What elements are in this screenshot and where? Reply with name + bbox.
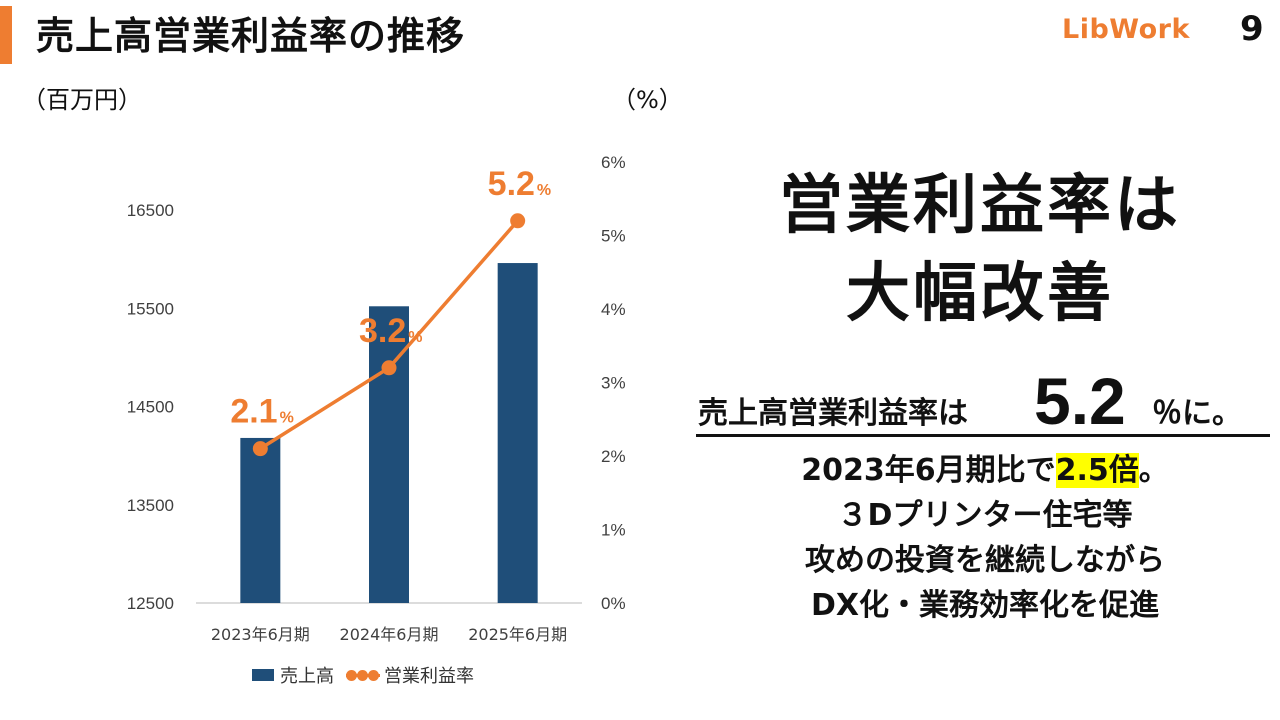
bar-0 [240,437,281,603]
left-tick-label-1: 13500 [127,496,174,515]
right-tick-label-3: 3% [601,374,626,393]
chart-legend: 売上高 営業利益率 [252,662,474,688]
highlight-2-5x: 2.5倍 [1055,453,1139,488]
right-tick-label-5: 5% [601,227,626,246]
left-tick-label-4: 16500 [127,201,174,220]
right-tick-label-4: 4% [601,300,626,319]
body-line-1: 2023年6月期比で2.5倍。 [700,448,1270,493]
body-line-3: 攻めの投資を継続しながら [805,543,1165,578]
stat-prefix: 売上高営業利益率は [698,396,968,431]
x-tick-label-1: 2024年6月期 [340,625,439,644]
body-line-1-post: 。 [1138,453,1169,488]
right-tick-label-2: 2% [601,447,626,466]
headline: 営業利益率は 大幅改善 [720,162,1240,338]
body-line-4: DX化・業務効率化を促進 [810,588,1160,623]
margin-point-1 [381,360,397,376]
title-accent-bar [0,6,12,64]
legend-label-margin: 営業利益率 [384,666,474,687]
x-tick-label-2: 2025年6月期 [468,625,567,644]
body-line-2: ３Dプリンター住宅等 [837,498,1133,533]
body-text: 2023年6月期比で2.5倍。 ３Dプリンター住宅等 攻めの投資を継続しながら … [700,448,1270,628]
margin-data-label-2: 5.2% [488,165,551,203]
stat-value: 5.2 [1034,364,1126,438]
left-tick-label-3: 15500 [127,299,174,318]
bar-2 [497,263,538,603]
margin-data-label-1: 3.2% [359,312,423,350]
right-axis-unit: （%） [612,86,683,114]
margin-point-2 [510,213,526,229]
legend-line-swatch [346,669,380,681]
headline-line-2: 大幅改善 [846,257,1114,331]
left-tick-label-2: 14500 [127,398,174,417]
margin-point-0 [252,441,268,457]
body-line-1-pre: 2023年6月期比で [801,453,1056,488]
headline-line-1: 営業利益率は [779,169,1181,243]
right-tick-label-6: 6% [601,153,626,172]
margin-data-label-0: 2.1% [230,393,293,431]
legend-bar-swatch [252,669,274,681]
libwork-logo: LibWork [1062,14,1190,45]
bar-1 [369,306,409,603]
x-tick-label-0: 2023年6月期 [211,625,310,644]
left-axis-unit: （百万円） [22,86,142,114]
right-tick-label-0: 0% [601,594,626,613]
page-number: 9 [1240,9,1264,49]
right-tick-label-1: 1% [601,521,626,540]
stat-statement: 売上高営業利益率は 5.2 ％に。 [696,366,1270,437]
legend-label-sales: 売上高 [280,666,334,687]
combo-chart: 12500 13500 14500 15500 16500 0% 1% 2% 3% 4% 5% 6% 2… [127,153,626,644]
page-title: 売上高営業利益率の推移 [36,14,466,58]
stat-suffix: ％に。 [1152,396,1242,431]
left-tick-label-0: 12500 [127,594,174,613]
